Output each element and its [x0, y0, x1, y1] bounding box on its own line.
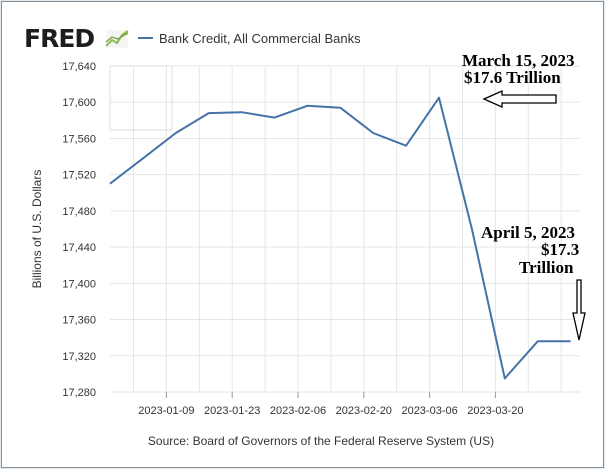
annotation-date-1: March 15, 2023: [462, 51, 575, 70]
series-line: [109, 96, 571, 380]
y-tick-label: 17,320: [62, 351, 96, 363]
x-tick-label: 2023-01-09: [138, 405, 194, 417]
x-tick-label: 2023-02-06: [270, 405, 326, 417]
down-arrow-icon: [572, 279, 586, 341]
x-tick-label: 2023-03-20: [467, 405, 523, 417]
y-tick-label: 17,480: [62, 206, 96, 218]
legend-label: Bank Credit, All Commercial Banks: [159, 31, 361, 46]
inset-box: [109, 65, 173, 131]
annotation-value-2: $17.3: [541, 240, 579, 259]
y-axis-label: Billions of U.S. Dollars: [30, 170, 44, 289]
annotation-unit-2: Trillion: [519, 258, 574, 277]
annotation-date-2: April 5, 2023: [481, 223, 575, 242]
y-tick-label: 17,360: [62, 315, 96, 327]
left-arrow-icon: [482, 89, 557, 109]
fred-logo: FRED: [24, 24, 94, 53]
plot-area: [110, 66, 580, 392]
y-tick-label: 17,280: [62, 387, 96, 399]
y-tick-label: 17,600: [62, 97, 96, 109]
source-note: Source: Board of Governors of the Federa…: [148, 434, 494, 448]
x-axis: 2023-01-09 2023-01-23 2023-02-06 2023-02-20…: [138, 392, 524, 417]
x-tick-label: 2023-02-20: [336, 405, 392, 417]
line-chart-logo-icon: [105, 30, 129, 48]
grid: [110, 65, 580, 393]
y-tick-label: 17,520: [62, 170, 96, 182]
y-tick-label: 17,560: [62, 133, 96, 145]
series-layer: [109, 96, 571, 380]
x-tick-label: 2023-01-23: [204, 405, 260, 417]
annotation-value-1: $17.6 Trillion: [464, 68, 561, 87]
x-tick-label: 2023-03-06: [401, 405, 457, 417]
y-tick-label: 17,640: [62, 61, 96, 73]
y-tick-label: 17,440: [62, 242, 96, 254]
y-tick-label: 17,400: [62, 278, 96, 290]
y-axis: 17,280 17,320 17,360 17,400 17,440 17,480 17,5…: [62, 61, 96, 399]
